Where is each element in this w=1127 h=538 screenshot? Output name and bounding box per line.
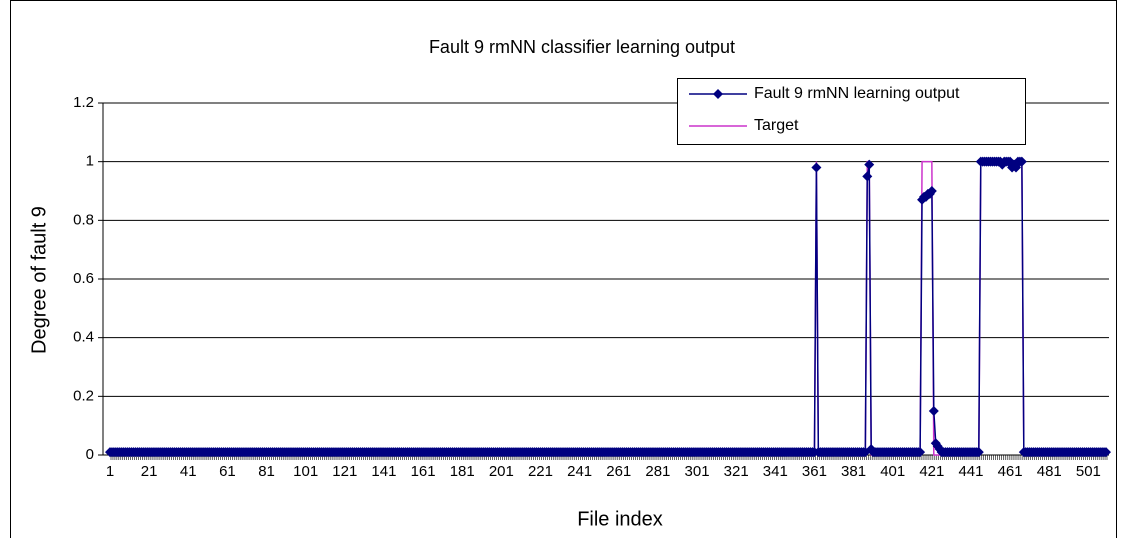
x-tick-label: 461 [998,463,1023,480]
data-point [928,406,939,416]
x-tick-label: 161 [411,463,436,480]
x-tick-label: 321 [724,463,749,480]
legend-label: Target [754,117,799,134]
x-tick-label: 1 [106,463,114,480]
data-point [926,186,937,196]
x-tick-label: 421 [919,463,944,480]
y-tick-label: 0.6 [73,270,94,287]
x-tick-label: 481 [1037,463,1062,480]
x-tick-label: 401 [880,463,905,480]
x-tick-label: 261 [606,463,631,480]
legend-label: Fault 9 rmNN learning output [754,85,960,102]
x-tick-label: 241 [567,463,592,480]
x-tick-label: 381 [841,463,866,480]
data-point [915,447,926,458]
data-point [973,447,984,458]
y-tick-label: 0.2 [73,387,94,404]
x-tick-label: 141 [371,463,396,480]
x-tick-label: 441 [958,463,983,480]
x-tick-label: 61 [219,463,236,480]
y-tick-label: 0 [86,446,94,463]
x-tick-label: 341 [763,463,788,480]
x-tick-label: 41 [180,463,197,480]
y-tick-label: 1 [86,153,94,170]
x-tick-label: 361 [802,463,827,480]
data-point [811,162,822,173]
x-tick-label: 221 [528,463,553,480]
x-tick-label: 281 [645,463,670,480]
x-tick-label: 181 [450,463,475,480]
x-tick-label: 81 [258,463,275,480]
data-point [862,171,873,182]
x-tick-label: 201 [489,463,514,480]
legend-marker [713,89,723,99]
data-point [1101,447,1111,458]
x-tick-label: 101 [293,463,318,480]
data-point [1016,156,1027,167]
y-tick-label: 1.2 [73,94,94,111]
chart-title: Fault 9 rmNN classifier learning output [429,37,735,57]
legend-box [677,78,1026,145]
data-point [864,159,875,170]
y-tick-label: 0.4 [73,329,94,346]
x-axis-title: File index [577,508,663,530]
x-tick-label: 21 [141,463,158,480]
x-tick-label: 121 [332,463,357,480]
y-tick-label: 0.8 [73,211,94,228]
x-tick-label: 501 [1076,463,1101,480]
y-axis-title: Degree of fault 9 [28,206,50,354]
x-tick-label: 301 [685,463,710,480]
